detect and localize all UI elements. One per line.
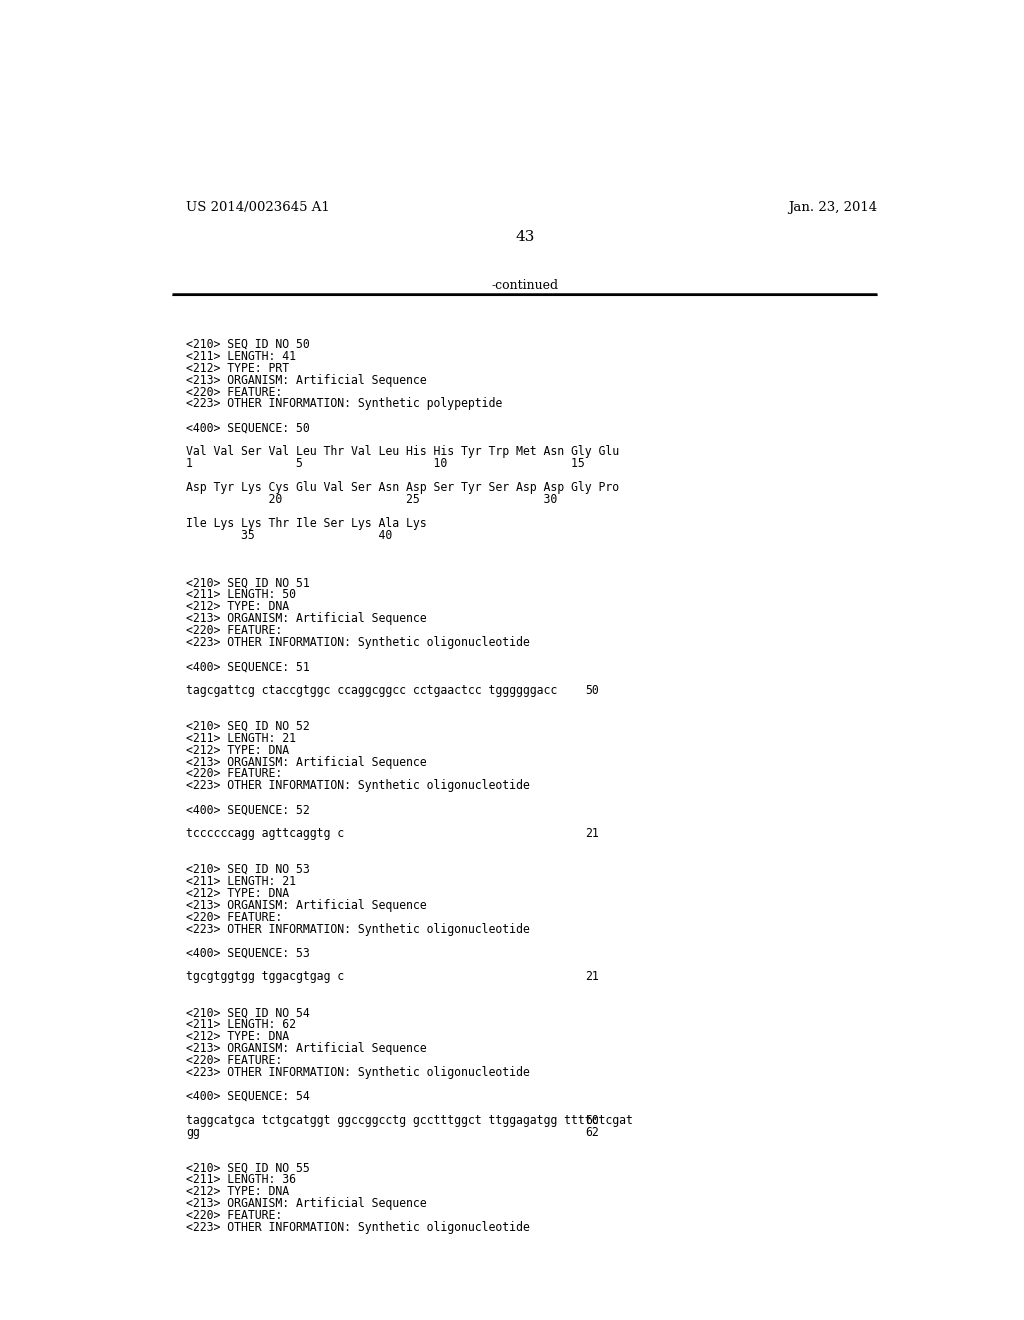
Text: <211> LENGTH: 21: <211> LENGTH: 21 xyxy=(186,731,296,744)
Text: 43: 43 xyxy=(515,230,535,244)
Text: <213> ORGANISM: Artificial Sequence: <213> ORGANISM: Artificial Sequence xyxy=(186,755,427,768)
Text: <223> OTHER INFORMATION: Synthetic oligonucleotide: <223> OTHER INFORMATION: Synthetic oligo… xyxy=(186,923,529,936)
Text: <213> ORGANISM: Artificial Sequence: <213> ORGANISM: Artificial Sequence xyxy=(186,1197,427,1210)
Text: <210> SEQ ID NO 55: <210> SEQ ID NO 55 xyxy=(186,1162,310,1175)
Text: <223> OTHER INFORMATION: Synthetic oligonucleotide: <223> OTHER INFORMATION: Synthetic oligo… xyxy=(186,636,529,649)
Text: Jan. 23, 2014: Jan. 23, 2014 xyxy=(788,201,878,214)
Text: -continued: -continued xyxy=(492,280,558,292)
Text: <400> SEQUENCE: 51: <400> SEQUENCE: 51 xyxy=(186,660,310,673)
Text: 21: 21 xyxy=(586,828,599,840)
Text: <220> FEATURE:: <220> FEATURE: xyxy=(186,911,283,924)
Text: <213> ORGANISM: Artificial Sequence: <213> ORGANISM: Artificial Sequence xyxy=(186,1041,427,1055)
Text: <211> LENGTH: 62: <211> LENGTH: 62 xyxy=(186,1018,296,1031)
Text: <210> SEQ ID NO 52: <210> SEQ ID NO 52 xyxy=(186,719,310,733)
Text: <211> LENGTH: 41: <211> LENGTH: 41 xyxy=(186,350,296,363)
Text: <212> TYPE: DNA: <212> TYPE: DNA xyxy=(186,1030,289,1043)
Text: tgcgtggtgg tggacgtgag c: tgcgtggtgg tggacgtgag c xyxy=(186,970,344,983)
Text: <223> OTHER INFORMATION: Synthetic oligonucleotide: <223> OTHER INFORMATION: Synthetic oligo… xyxy=(186,779,529,792)
Text: <211> LENGTH: 50: <211> LENGTH: 50 xyxy=(186,589,296,602)
Text: taggcatgca tctgcatggt ggccggcctg gcctttggct ttggagatgg ttttctcgat: taggcatgca tctgcatggt ggccggcctg gcctttg… xyxy=(186,1114,633,1126)
Text: <400> SEQUENCE: 50: <400> SEQUENCE: 50 xyxy=(186,421,310,434)
Text: <220> FEATURE:: <220> FEATURE: xyxy=(186,1053,283,1067)
Text: <213> ORGANISM: Artificial Sequence: <213> ORGANISM: Artificial Sequence xyxy=(186,612,427,626)
Text: <210> SEQ ID NO 54: <210> SEQ ID NO 54 xyxy=(186,1006,310,1019)
Text: <220> FEATURE:: <220> FEATURE: xyxy=(186,385,283,399)
Text: US 2014/0023645 A1: US 2014/0023645 A1 xyxy=(186,201,330,214)
Text: <400> SEQUENCE: 54: <400> SEQUENCE: 54 xyxy=(186,1090,310,1102)
Text: <223> OTHER INFORMATION: Synthetic oligonucleotide: <223> OTHER INFORMATION: Synthetic oligo… xyxy=(186,1221,529,1234)
Text: <210> SEQ ID NO 50: <210> SEQ ID NO 50 xyxy=(186,338,310,351)
Text: gg: gg xyxy=(186,1126,200,1139)
Text: <220> FEATURE:: <220> FEATURE: xyxy=(186,767,283,780)
Text: <400> SEQUENCE: 52: <400> SEQUENCE: 52 xyxy=(186,804,310,816)
Text: <210> SEQ ID NO 51: <210> SEQ ID NO 51 xyxy=(186,577,310,590)
Text: 62: 62 xyxy=(586,1126,599,1139)
Text: 60: 60 xyxy=(586,1114,599,1126)
Text: <212> TYPE: DNA: <212> TYPE: DNA xyxy=(186,887,289,900)
Text: tccccccagg agttcaggtg c: tccccccagg agttcaggtg c xyxy=(186,828,344,840)
Text: <211> LENGTH: 36: <211> LENGTH: 36 xyxy=(186,1173,296,1187)
Text: Asp Tyr Lys Cys Glu Val Ser Asn Asp Ser Tyr Ser Asp Asp Gly Pro: Asp Tyr Lys Cys Glu Val Ser Asn Asp Ser … xyxy=(186,480,620,494)
Text: 35                  40: 35 40 xyxy=(186,529,392,541)
Text: 1               5                   10                  15: 1 5 10 15 xyxy=(186,457,585,470)
Text: 50: 50 xyxy=(586,684,599,697)
Text: Val Val Ser Val Leu Thr Val Leu His His Tyr Trp Met Asn Gly Glu: Val Val Ser Val Leu Thr Val Leu His His … xyxy=(186,445,620,458)
Text: <220> FEATURE:: <220> FEATURE: xyxy=(186,624,283,638)
Text: <212> TYPE: PRT: <212> TYPE: PRT xyxy=(186,362,289,375)
Text: 20                  25                  30: 20 25 30 xyxy=(186,492,557,506)
Text: <223> OTHER INFORMATION: Synthetic oligonucleotide: <223> OTHER INFORMATION: Synthetic oligo… xyxy=(186,1065,529,1078)
Text: tagcgattcg ctaccgtggc ccaggcggcc cctgaactcc tggggggacc: tagcgattcg ctaccgtggc ccaggcggcc cctgaac… xyxy=(186,684,557,697)
Text: <212> TYPE: DNA: <212> TYPE: DNA xyxy=(186,1185,289,1199)
Text: <400> SEQUENCE: 53: <400> SEQUENCE: 53 xyxy=(186,946,310,960)
Text: <223> OTHER INFORMATION: Synthetic polypeptide: <223> OTHER INFORMATION: Synthetic polyp… xyxy=(186,397,503,411)
Text: <220> FEATURE:: <220> FEATURE: xyxy=(186,1209,283,1222)
Text: <213> ORGANISM: Artificial Sequence: <213> ORGANISM: Artificial Sequence xyxy=(186,899,427,912)
Text: 21: 21 xyxy=(586,970,599,983)
Text: <213> ORGANISM: Artificial Sequence: <213> ORGANISM: Artificial Sequence xyxy=(186,374,427,387)
Text: Ile Lys Lys Thr Ile Ser Lys Ala Lys: Ile Lys Lys Thr Ile Ser Lys Ala Lys xyxy=(186,517,427,529)
Text: <212> TYPE: DNA: <212> TYPE: DNA xyxy=(186,601,289,614)
Text: <210> SEQ ID NO 53: <210> SEQ ID NO 53 xyxy=(186,863,310,876)
Text: <212> TYPE: DNA: <212> TYPE: DNA xyxy=(186,743,289,756)
Text: <211> LENGTH: 21: <211> LENGTH: 21 xyxy=(186,875,296,888)
